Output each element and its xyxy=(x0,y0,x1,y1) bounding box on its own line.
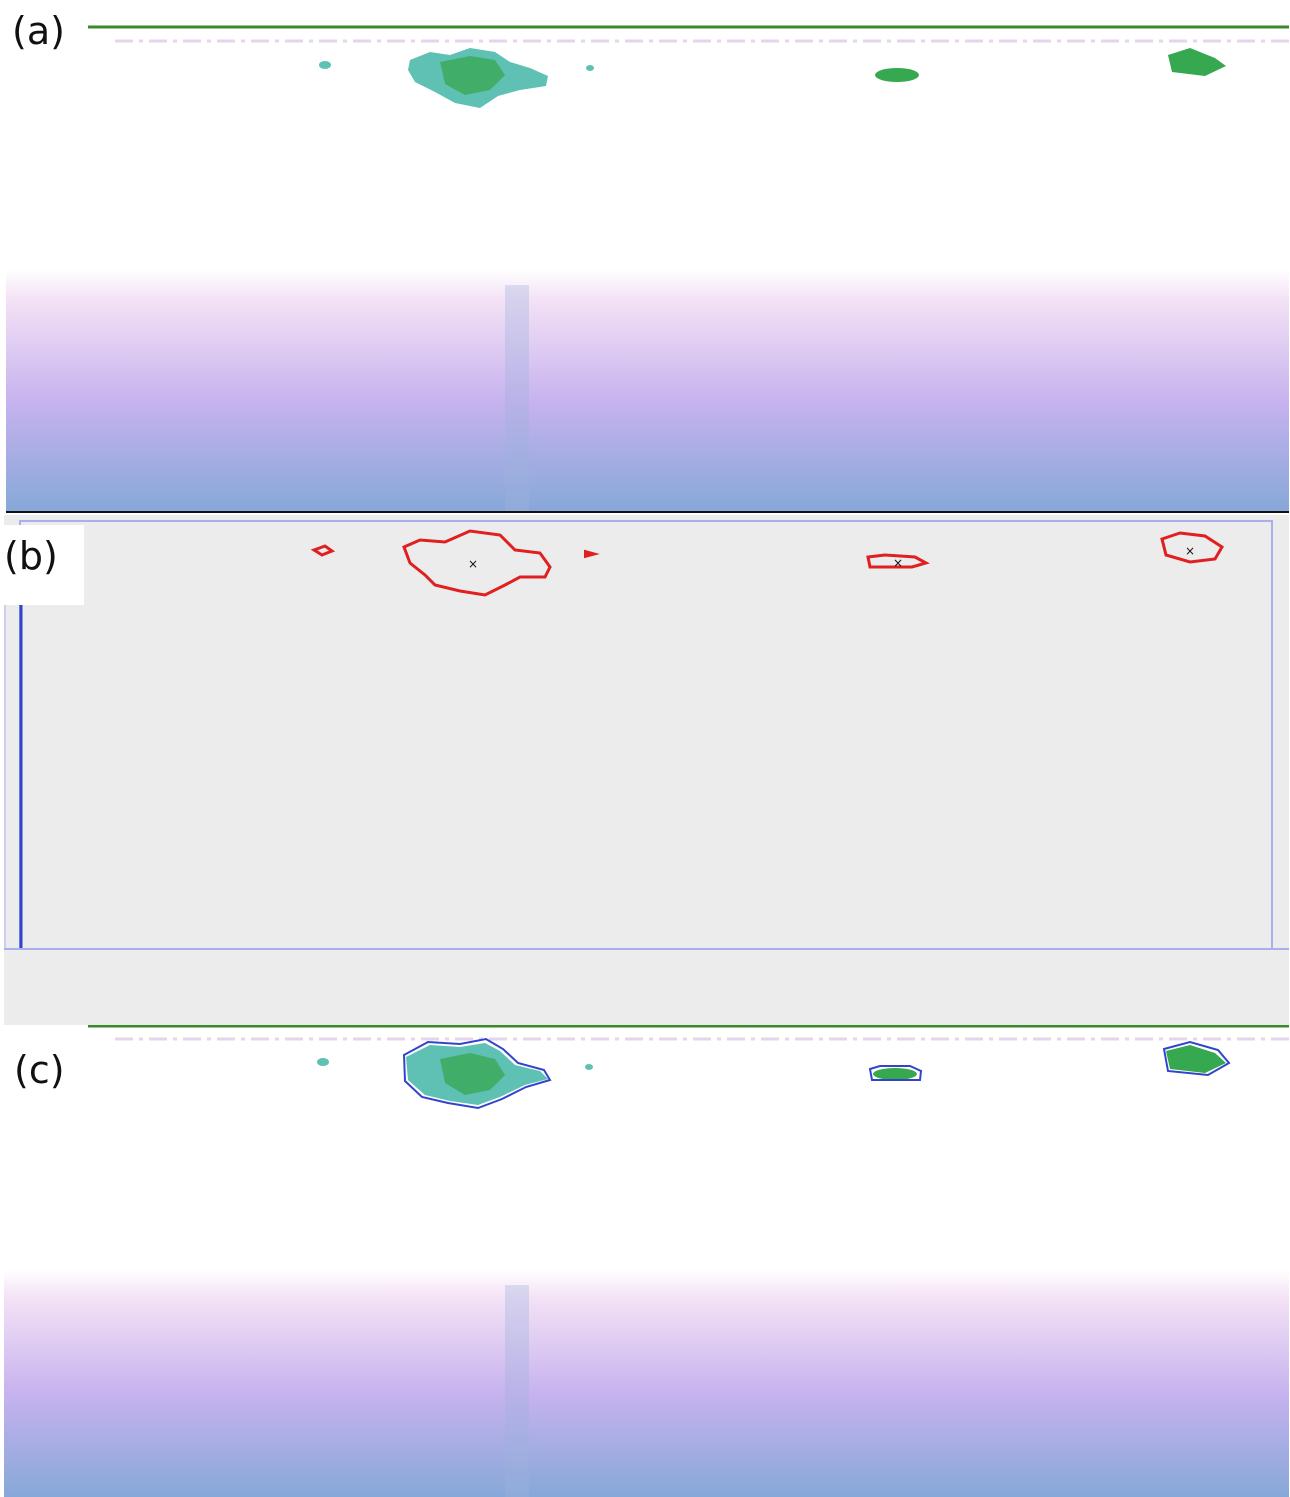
fish-school-mid xyxy=(875,68,919,82)
seabed-darker-strip xyxy=(505,1285,529,1497)
seabed-zone xyxy=(4,1270,1289,1497)
detection-view-b: × × × xyxy=(4,515,1289,1025)
centroid-marker-main: × xyxy=(468,557,478,571)
panel-a: (a) xyxy=(0,0,1290,515)
contour-right xyxy=(1160,531,1225,564)
fish-school-main-core xyxy=(440,1053,505,1095)
label-box-b xyxy=(0,525,84,605)
panel-label-a: (a) xyxy=(12,9,65,53)
contour-main xyxy=(402,529,552,597)
fish-school-small-2 xyxy=(586,65,594,71)
fish-school-small-1 xyxy=(319,61,331,69)
fish-school-main-core xyxy=(440,56,505,95)
fish-school-right xyxy=(1168,48,1226,76)
echogram-a xyxy=(6,25,1289,513)
contour-mid xyxy=(866,553,930,569)
echogram-c xyxy=(4,1025,1289,1497)
contour-small-2 xyxy=(584,549,600,559)
detection-background xyxy=(4,515,1289,1025)
outline-right xyxy=(1162,1040,1231,1077)
outline-main xyxy=(402,1037,552,1110)
seabed-zone xyxy=(6,270,1289,512)
fish-school-small-1 xyxy=(317,1058,329,1066)
panel-c: (c) xyxy=(0,1025,1290,1497)
outline-mid xyxy=(868,1065,923,1081)
centroid-marker-mid: × xyxy=(893,556,903,570)
panel-label-c: (c) xyxy=(14,1048,65,1092)
fish-school-small-2 xyxy=(585,1064,593,1070)
seabed-darker-strip xyxy=(505,285,529,512)
centroid-marker-right: × xyxy=(1185,544,1195,558)
fish-school-mid xyxy=(873,1068,917,1080)
contour-small-1 xyxy=(310,544,336,557)
fish-school-right xyxy=(1166,1045,1226,1073)
panel-label-b: (b) xyxy=(4,534,58,578)
panel-b: × × × (b) xyxy=(0,515,1290,1025)
